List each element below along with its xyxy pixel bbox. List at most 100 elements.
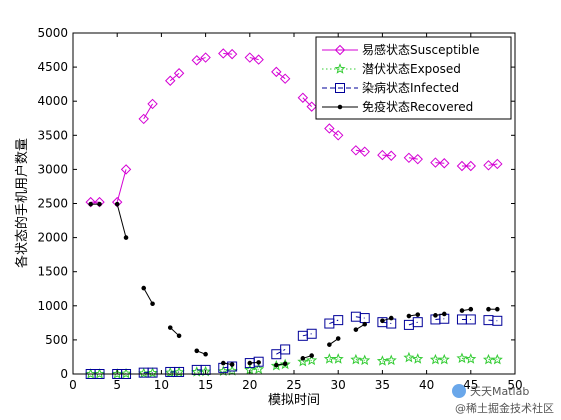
series-line-segment: [143, 287, 153, 304]
data-point: [306, 354, 318, 366]
data-point: [229, 362, 235, 367]
series-line-segment: [276, 71, 286, 80]
series-line-segment: [196, 57, 206, 61]
data-point: [350, 353, 362, 365]
data-point: [362, 321, 368, 327]
data-point: [441, 311, 447, 317]
x-tick-label: 25: [286, 378, 301, 392]
data-point: [88, 201, 93, 207]
data-point: [403, 152, 415, 164]
data-point: [306, 101, 317, 112]
legend: 易感状态Susceptible 潜伏状态Exposed 染病状态Infected 免疫…: [315, 36, 512, 120]
data-point: [492, 315, 503, 326]
x-tick-label: 40: [419, 378, 434, 392]
data-point: [271, 66, 282, 78]
axes-box: [72, 32, 516, 375]
data-point: [138, 367, 150, 379]
data-point: [327, 342, 332, 347]
data-point: [482, 353, 495, 365]
data-point: [123, 235, 129, 240]
data-point: [495, 306, 500, 312]
data-point: [332, 353, 344, 364]
series-2: [85, 351, 503, 379]
x-axis-ticks: 0 5 10 15 20 25 30 35 40 45 50: [69, 33, 523, 392]
x-tick-label: 10: [154, 378, 169, 392]
legend-entry: 潜伏状态Exposed: [322, 62, 461, 76]
data-point: [359, 354, 371, 366]
data-point: [388, 315, 394, 321]
data-point: [335, 336, 341, 341]
data-point: [483, 160, 494, 171]
data-point: [164, 366, 176, 378]
data-point: [111, 368, 123, 379]
data-point: [465, 353, 477, 364]
data-point: [456, 352, 468, 364]
y-tick-label: 1000: [37, 299, 68, 313]
data-point: [217, 365, 229, 376]
data-point: [350, 145, 362, 156]
data-point: [429, 353, 441, 365]
series-line-segment: [302, 97, 313, 108]
y-tick-label: 2500: [37, 197, 68, 211]
data-point: [386, 150, 397, 161]
data-point: [412, 353, 424, 364]
data-point: [256, 360, 261, 365]
data-point: [439, 158, 450, 169]
watermark-logo-icon: [452, 384, 466, 398]
series-line-segment: [116, 169, 127, 203]
data-point: [93, 368, 106, 379]
series-line-segment: [302, 359, 312, 363]
data-point: [359, 146, 370, 157]
y-tick-label: 500: [45, 333, 68, 347]
y-tick-label: 1500: [37, 265, 68, 279]
series-line-segment: [276, 349, 286, 355]
data-point: [282, 361, 288, 367]
data-point: [85, 196, 96, 208]
data-point: [297, 92, 309, 103]
data-point: [403, 351, 415, 363]
data-point: [333, 315, 344, 326]
data-point: [279, 358, 291, 370]
data-point: [97, 201, 102, 207]
data-point: [114, 201, 120, 207]
data-point: [120, 367, 132, 379]
x-tick-label: 20: [242, 378, 257, 392]
legend-marker-icon: [335, 83, 345, 93]
data-point: [218, 48, 229, 59]
data-point: [165, 75, 176, 86]
y-tick-label: 2000: [37, 231, 68, 245]
data-point: [203, 351, 208, 357]
y-tick-label: 3000: [37, 162, 68, 176]
y-tick-label: 4500: [37, 60, 68, 74]
data-point: [147, 98, 158, 110]
data-point: [94, 196, 105, 208]
series-line-segment: [169, 72, 180, 82]
data-point: [297, 355, 309, 367]
data-point: [147, 367, 158, 378]
legend-label: 免疫状态Recovered: [362, 99, 473, 114]
data-point: [279, 73, 291, 84]
data-point: [300, 356, 306, 361]
data-point: [247, 360, 253, 366]
x-tick-label: 50: [507, 378, 522, 392]
data-point: [465, 314, 476, 325]
x-tick-label: 0: [69, 378, 77, 392]
series-4: [88, 201, 500, 368]
data-point: [120, 164, 132, 175]
data-point: [438, 353, 450, 365]
legend-entry: 免疫状态Recovered: [322, 99, 473, 114]
series-line-segment: [249, 57, 259, 61]
data-point: [200, 52, 211, 63]
series-line-segment: [355, 359, 365, 361]
series-line-segment: [382, 359, 392, 362]
watermark-logo-text: 天天Matlab: [470, 385, 529, 398]
data-point: [191, 55, 202, 66]
data-point: [253, 363, 265, 374]
x-tick-label: 45: [463, 378, 478, 392]
data-point: [227, 361, 238, 372]
data-point: [176, 333, 182, 339]
data-point: [324, 123, 335, 134]
data-point: [486, 306, 491, 312]
y-tick-label: 3500: [37, 128, 68, 142]
